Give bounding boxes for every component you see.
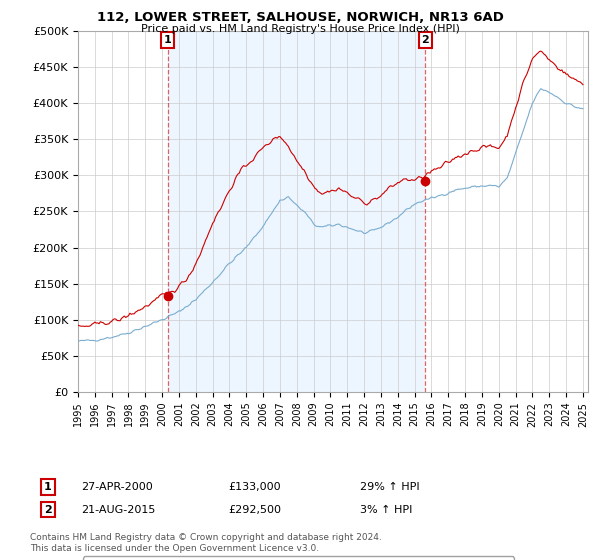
Text: 112, LOWER STREET, SALHOUSE, NORWICH, NR13 6AD: 112, LOWER STREET, SALHOUSE, NORWICH, NR…	[97, 11, 503, 24]
Text: 27-APR-2000: 27-APR-2000	[81, 482, 153, 492]
Text: 1: 1	[44, 482, 52, 492]
Bar	[167, 31, 425, 392]
Legend: 112, LOWER STREET, SALHOUSE, NORWICH, NR13 6AD (detached house), HPI: Average pr: 112, LOWER STREET, SALHOUSE, NORWICH, NR…	[83, 557, 514, 560]
Text: Price paid vs. HM Land Registry's House Price Index (HPI): Price paid vs. HM Land Registry's House …	[140, 24, 460, 34]
Text: 1: 1	[164, 35, 172, 45]
Text: £133,000: £133,000	[228, 482, 281, 492]
Text: 2: 2	[44, 505, 52, 515]
Text: Contains HM Land Registry data © Crown copyright and database right 2024.
This d: Contains HM Land Registry data © Crown c…	[30, 533, 382, 553]
Text: 21-AUG-2015: 21-AUG-2015	[81, 505, 155, 515]
Text: £292,500: £292,500	[228, 505, 281, 515]
Text: 2: 2	[422, 35, 429, 45]
Text: 3% ↑ HPI: 3% ↑ HPI	[360, 505, 412, 515]
Text: 29% ↑ HPI: 29% ↑ HPI	[360, 482, 419, 492]
